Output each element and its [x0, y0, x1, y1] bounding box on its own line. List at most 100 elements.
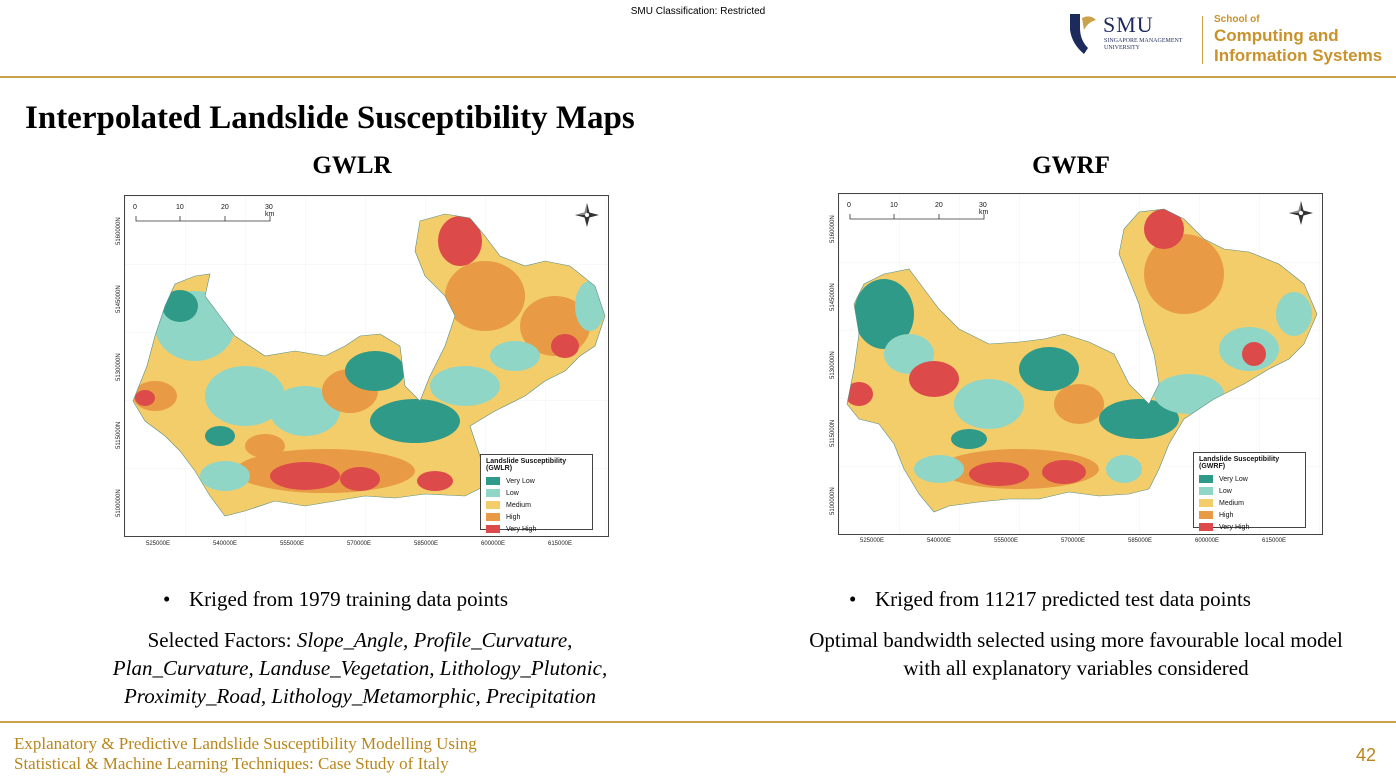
right-y-tick: 5145000N: [830, 283, 836, 311]
right-x-tick: 555000E: [994, 538, 1019, 544]
right-legend-high: High: [1199, 509, 1300, 521]
right-legend-very-high: Very High: [1199, 521, 1300, 533]
left-legend-title: Landslide Susceptibility (GWLR): [486, 458, 567, 472]
right-bullet-text: Kriged from 11217 predicted test data po…: [875, 587, 1251, 611]
right-x-tick: 540000E: [927, 538, 952, 544]
left-legend-low: Low: [486, 487, 587, 499]
factors-prefix: Selected Factors:: [147, 628, 297, 652]
left-x-tick: 540000E: [213, 541, 238, 547]
school-line2: Computing and: [1214, 26, 1339, 45]
right-heading: GWRF: [1032, 152, 1110, 179]
right-scale-0: 0: [847, 202, 851, 209]
legend-label: Very High: [506, 525, 537, 533]
swatch-high: [486, 513, 500, 521]
footer-line2: Statistical & Machine Learning Technique…: [14, 754, 449, 773]
left-x-tick: 585000E: [414, 541, 439, 547]
logo-separator: [1202, 16, 1203, 64]
legend-label: Very High: [1219, 523, 1250, 531]
left-factors: Selected Factors: Slope_Angle, Profile_C…: [40, 626, 680, 710]
right-y-tick: 5160000N: [830, 215, 836, 243]
right-note: Optimal bandwidth selected using more fa…: [756, 626, 1396, 682]
left-scale-ticks: [135, 216, 271, 222]
right-map-frame: 0 10 20 30 km Landslide Susceptibility (…: [838, 193, 1323, 535]
right-x-tick: 615000E: [1262, 538, 1287, 544]
school-line1: School of: [1214, 14, 1260, 25]
swatch-medium: [486, 501, 500, 509]
left-factors-line1: Selected Factors: Slope_Angle, Profile_C…: [40, 626, 680, 654]
left-scale-10: 10: [176, 204, 184, 211]
left-x-tick: 615000E: [548, 541, 573, 547]
page-number: 42: [1356, 745, 1377, 765]
left-bullet-text: Kriged from 1979 training data points: [189, 587, 509, 611]
bullet-icon: •: [849, 587, 857, 611]
left-legend-high: High: [486, 511, 587, 523]
right-scale-ticks: [849, 214, 985, 220]
left-legend-very-high: Very High: [486, 523, 587, 535]
header-divider: [0, 76, 1396, 78]
right-scale-bar: 0 10 20 30 km: [847, 202, 997, 222]
legend-label: High: [506, 513, 521, 521]
left-north-arrow-icon: [575, 203, 599, 227]
footer-divider: [0, 721, 1396, 723]
school-logo: School of Computing and Information Syst…: [1214, 14, 1382, 66]
right-north-arrow-icon: [1289, 201, 1313, 225]
left-x-tick: 555000E: [280, 541, 305, 547]
legend-label: Medium: [1219, 499, 1244, 507]
factors-line2: Plan_Curvature, Landuse_Vegetation, Lith…: [112, 656, 608, 680]
swatch-very-low: [1199, 475, 1213, 483]
right-x-tick: 600000E: [1195, 538, 1220, 544]
classification-label: SMU Classification: Restricted: [630, 6, 766, 17]
left-scale-30: 30 km: [265, 204, 275, 218]
right-y-tick: 5100000N: [830, 487, 836, 515]
smu-logo-subtext: SINGAPORE MANAGEMENT UNIVERSITY: [1104, 38, 1183, 51]
swatch-low: [1199, 487, 1213, 495]
legend-label: Very Low: [1219, 475, 1248, 483]
left-scale-bar: 0 10 20 30 km: [133, 204, 283, 224]
left-bullet: • Kriged from 1979 training data points: [163, 587, 508, 612]
slide-title: Interpolated Landslide Susceptibility Ma…: [25, 100, 635, 136]
right-x-tick: 525000E: [860, 538, 885, 544]
swatch-very-high: [1199, 523, 1213, 531]
left-x-tick: 570000E: [347, 541, 372, 547]
left-legend-very-low: Very Low: [486, 475, 587, 487]
right-scale-30: 30 km: [979, 202, 989, 216]
school-line3: Information Systems: [1214, 46, 1383, 65]
left-factors-line2: Plan_Curvature, Landuse_Vegetation, Lith…: [40, 654, 680, 682]
factors-line3: Proximity_Road, Lithology_Metamorphic, P…: [123, 684, 597, 708]
footer-line1: Explanatory & Predictive Landslide Susce…: [14, 734, 477, 753]
left-y-tick: 5115000N: [116, 421, 122, 449]
swatch-low: [486, 489, 500, 497]
right-legend: Landslide Susceptibility (GWRF) Very Low…: [1193, 452, 1306, 531]
legend-label: High: [1219, 511, 1234, 519]
footer-text: Explanatory & Predictive Landslide Susce…: [14, 734, 477, 774]
right-note-line1: Optimal bandwidth selected using more fa…: [809, 628, 1343, 652]
right-x-tick: 570000E: [1061, 538, 1086, 544]
left-y-tick: 5100000N: [116, 489, 122, 517]
right-y-tick: 5115000N: [830, 419, 836, 447]
left-scale-0: 0: [133, 204, 137, 211]
right-note-line2: with all explanatory variables considere…: [903, 656, 1249, 680]
right-legend-low: Low: [1199, 485, 1300, 497]
left-legend: Landslide Susceptibility (GWLR) Very Low…: [480, 454, 593, 533]
right-scale-10: 10: [890, 202, 898, 209]
left-factors-line3: Proximity_Road, Lithology_Metamorphic, P…: [40, 682, 680, 710]
left-x-tick: 525000E: [146, 541, 171, 547]
left-legend-medium: Medium: [486, 499, 587, 511]
right-y-tick: 5130000N: [830, 351, 836, 379]
factors-line1: Slope_Angle, Profile_Curvature,: [296, 628, 573, 652]
left-heading: GWLR: [312, 152, 392, 179]
right-legend-very-low: Very Low: [1199, 473, 1300, 485]
smu-logo-text: SMU: [1103, 12, 1154, 37]
left-scale-20: 20: [221, 204, 229, 211]
left-x-tick: 600000E: [481, 541, 506, 547]
left-y-tick: 5130000N: [116, 353, 122, 381]
legend-label: Very Low: [506, 477, 535, 485]
right-scale-20: 20: [935, 202, 943, 209]
legend-label: Low: [1219, 487, 1232, 495]
swatch-medium: [1199, 499, 1213, 507]
right-bullet: • Kriged from 11217 predicted test data p…: [849, 587, 1251, 612]
legend-label: Medium: [506, 501, 531, 509]
right-legend-title: Landslide Susceptibility (GWRF): [1199, 456, 1280, 470]
bullet-icon: •: [163, 587, 171, 611]
left-y-tick: 5160000N: [116, 217, 122, 245]
